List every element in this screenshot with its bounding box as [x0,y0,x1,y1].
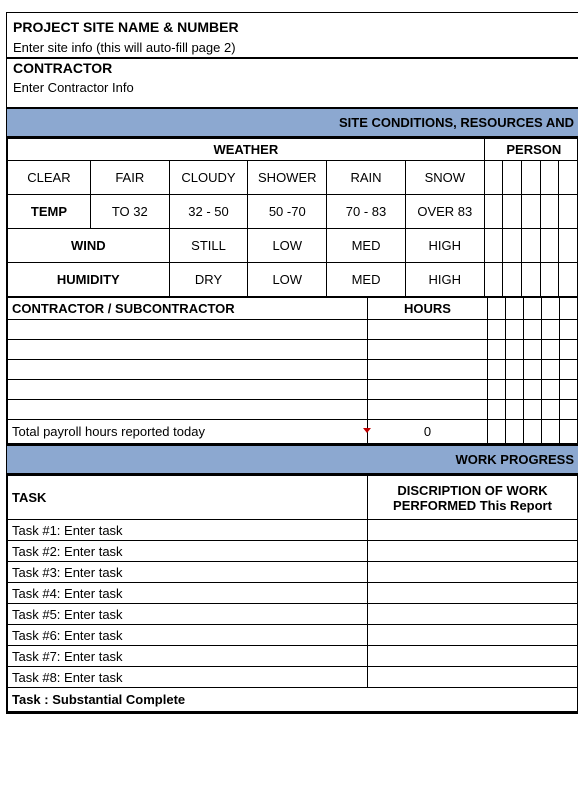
weather-header: WEATHER [8,139,485,161]
hours-cell[interactable] [368,360,488,380]
temp-3[interactable]: 50 -70 [248,195,327,229]
temp-1[interactable]: TO 32 [90,195,169,229]
temp-2[interactable]: 32 - 50 [169,195,248,229]
task-desc[interactable] [368,625,578,646]
col-cell[interactable] [560,298,578,320]
weather-temp-row[interactable]: TEMP TO 32 32 - 50 50 -70 70 - 83 OVER 8… [8,195,578,229]
hours-cell[interactable] [368,320,488,340]
person-header: PERSON [484,139,577,161]
col-cell[interactable] [488,298,506,320]
task-header: TASK [8,476,368,520]
payroll-label: Total payroll hours reported today [8,420,368,444]
person-cell[interactable] [521,161,540,195]
contractor-title: CONTRACTOR [7,58,578,77]
task-desc[interactable] [368,520,578,541]
task-desc[interactable] [368,583,578,604]
wind-label: WIND [8,229,170,263]
person-cell[interactable] [521,195,540,229]
temp-4[interactable]: 70 - 83 [327,195,406,229]
humidity-4[interactable]: HIGH [405,263,484,297]
payroll-value: 0 [368,420,488,444]
temp-label: TEMP [8,195,91,229]
humidity-1[interactable]: DRY [169,263,248,297]
person-cell[interactable] [503,195,522,229]
col-cell[interactable] [506,298,524,320]
sky-clear[interactable]: CLEAR [8,161,91,195]
temp-5[interactable]: OVER 83 [405,195,484,229]
description-header: DISCRIPTION OF WORK PERFORMED This Repor… [368,476,578,520]
wind-3[interactable]: MED [327,229,406,263]
project-title: PROJECT SITE NAME & NUMBER [7,13,578,39]
person-cell[interactable] [484,263,503,297]
task-desc[interactable] [368,562,578,583]
conditions-banner: SITE CONDITIONS, RESOURCES AND [7,107,578,138]
wind-4[interactable]: HIGH [405,229,484,263]
task-row-8[interactable]: Task #8: Enter task [8,667,368,688]
work-progress-banner: WORK PROGRESS [7,444,578,475]
sky-rain[interactable]: RAIN [327,161,406,195]
sub-row[interactable] [8,380,368,400]
hours-cell[interactable] [368,400,488,420]
subcontractor-header: CONTRACTOR / SUBCONTRACTOR [8,298,368,320]
wind-2[interactable]: LOW [248,229,327,263]
humidity-2[interactable]: LOW [248,263,327,297]
weather-wind-row[interactable]: WIND STILL LOW MED HIGH [8,229,578,263]
hours-header: HOURS [368,298,488,320]
subcontractor-table: CONTRACTOR / SUBCONTRACTOR HOURS Total p… [7,297,578,444]
person-cell[interactable] [521,263,540,297]
sub-row[interactable] [8,360,368,380]
report-form: PROJECT SITE NAME & NUMBER Enter site in… [6,12,578,714]
person-cell[interactable] [540,263,559,297]
person-cell[interactable] [503,161,522,195]
humidity-label: HUMIDITY [8,263,170,297]
humidity-3[interactable]: MED [327,263,406,297]
person-cell[interactable] [484,161,503,195]
wind-1[interactable]: STILL [169,229,248,263]
site-info-input[interactable]: Enter site info (this will auto-fill pag… [7,39,578,58]
task-row-3[interactable]: Task #3: Enter task [8,562,368,583]
person-cell[interactable] [559,229,578,263]
task-desc[interactable] [368,604,578,625]
person-cell[interactable] [484,195,503,229]
task-row-7[interactable]: Task #7: Enter task [8,646,368,667]
hours-cell[interactable] [368,380,488,400]
person-cell[interactable] [521,229,540,263]
sky-cloudy[interactable]: CLOUDY [169,161,248,195]
sky-fair[interactable]: FAIR [90,161,169,195]
person-cell[interactable] [540,195,559,229]
task-desc[interactable] [368,667,578,688]
task-row-4[interactable]: Task #4: Enter task [8,583,368,604]
person-cell[interactable] [559,195,578,229]
weather-table: WEATHER PERSON CLEAR FAIR CLOUDY SHOWER … [7,138,578,297]
person-cell[interactable] [503,263,522,297]
person-cell[interactable] [540,161,559,195]
weather-sky-row[interactable]: CLEAR FAIR CLOUDY SHOWER RAIN SNOW [8,161,578,195]
hours-cell[interactable] [368,340,488,360]
person-cell[interactable] [484,229,503,263]
sub-row[interactable] [8,340,368,360]
task-desc[interactable] [368,541,578,562]
col-cell[interactable] [542,298,560,320]
person-cell[interactable] [559,263,578,297]
task-row-1[interactable]: Task #1: Enter task [8,520,368,541]
sub-row[interactable] [8,320,368,340]
task-table: TASK DISCRIPTION OF WORK PERFORMED This … [7,475,578,713]
task-row-2[interactable]: Task #2: Enter task [8,541,368,562]
person-cell[interactable] [503,229,522,263]
sky-shower[interactable]: SHOWER [248,161,327,195]
col-cell[interactable] [524,298,542,320]
person-cell[interactable] [559,161,578,195]
task-row-5[interactable]: Task #5: Enter task [8,604,368,625]
task-row-6[interactable]: Task #6: Enter task [8,625,368,646]
task-desc[interactable] [368,646,578,667]
sub-row[interactable] [8,400,368,420]
sky-snow[interactable]: SNOW [405,161,484,195]
contractor-info-input[interactable]: Enter Contractor Info [7,77,578,107]
person-cell[interactable] [540,229,559,263]
task-final: Task : Substantial Complete [8,688,578,712]
weather-humidity-row[interactable]: HUMIDITY DRY LOW MED HIGH [8,263,578,297]
